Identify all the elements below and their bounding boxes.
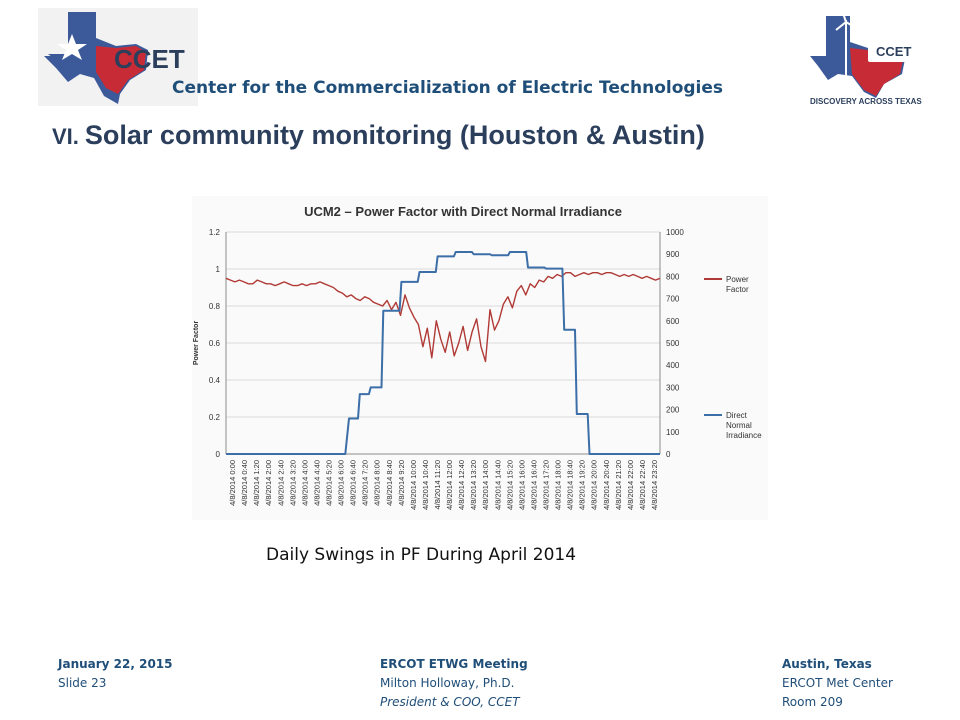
x-tick-label: 4/8/2014 1:20 <box>252 460 261 506</box>
x-tick-label: 4/8/2014 14:00 <box>481 460 490 510</box>
slide-title-number: VI. <box>52 124 79 149</box>
x-tick-label: 4/8/2014 23:20 <box>650 460 659 510</box>
x-tick-label: 4/8/2014 9:20 <box>397 460 406 506</box>
legend-power-factor-label: Power Factor <box>726 275 749 294</box>
x-tick-label: 4/8/2014 20:00 <box>590 460 599 510</box>
x-tick-label: 4/8/2014 21:20 <box>614 460 623 510</box>
footer-left: January 22, 2015 Slide 23 <box>58 655 173 693</box>
x-tick-label: 4/8/2014 16:00 <box>517 460 526 510</box>
footer-center: ERCOT ETWG Meeting Milton Holloway, Ph.D… <box>380 655 528 712</box>
chart-caption: Daily Swings in PF During April 2014 <box>266 545 577 565</box>
y-tick-label: 0 <box>216 450 221 459</box>
series-power-factor-line <box>225 271 661 363</box>
footer-right: Austin, Texas ERCOT Met Center Room 209 <box>782 655 893 712</box>
y2-tick-label: 600 <box>666 317 680 326</box>
series-irradiance-line <box>226 251 660 455</box>
x-tick-label: 4/8/2014 12:00 <box>445 460 454 510</box>
x-tick-label: 4/8/2014 8:40 <box>385 460 394 506</box>
footer-city: Austin, Texas <box>782 657 872 671</box>
x-tick-label: 4/8/2014 18:40 <box>566 460 575 510</box>
y2-tick-label: 400 <box>666 361 680 370</box>
logo-right-tagline: DISCOVERY ACROSS TEXAS <box>810 97 922 106</box>
y2-tick-label: 700 <box>666 295 680 304</box>
x-tick-label: 4/8/2014 17:20 <box>541 460 550 510</box>
x-tick-label: 4/8/2014 6:40 <box>349 460 358 506</box>
chart-frame: UCM2 – Power Factor with Direct Normal I… <box>192 196 768 520</box>
y2-tick-label: 0 <box>666 450 671 459</box>
footer-presenter: Milton Holloway, Ph.D. <box>380 676 515 690</box>
ccet-logo-right: CCET DISCOVERY ACROSS TEXAS <box>810 9 922 106</box>
y-tick-label: 0.6 <box>209 339 221 348</box>
footer-venue: ERCOT Met Center <box>782 676 893 690</box>
x-tick-label: 4/8/2014 2:00 <box>264 460 273 506</box>
x-tick-label: 4/8/2014 11:20 <box>433 460 442 510</box>
x-tick-label: 4/8/2014 4:40 <box>312 460 321 506</box>
x-tick-label: 4/8/2014 6:00 <box>337 460 346 506</box>
logo-left-text: CCET <box>114 44 185 74</box>
y-tick-label: 0.4 <box>209 376 221 385</box>
logo-right-text: CCET <box>876 44 911 59</box>
y2-tick-label: 800 <box>666 272 680 281</box>
x-tick-label: 4/8/2014 0:40 <box>240 460 249 506</box>
y-tick-label: 0.8 <box>209 302 221 311</box>
y-tick-label: 1.2 <box>209 228 221 237</box>
x-tick-label: 4/8/2014 5:20 <box>324 460 333 506</box>
y2-tick-label: 500 <box>666 339 680 348</box>
slide-title-text: Solar community monitoring (Houston & Au… <box>84 120 705 150</box>
x-tick-label: 4/8/2014 3:20 <box>288 460 297 506</box>
x-tick-label: 4/8/2014 8:00 <box>373 460 382 506</box>
org-name: Center for the Commercialization of Elec… <box>172 78 724 98</box>
x-tick-label: 4/8/2014 14:40 <box>493 460 502 510</box>
footer-role: President & COO, CCET <box>380 695 520 709</box>
x-tick-label: 4/8/2014 10:40 <box>421 460 430 510</box>
x-tick-label: 4/8/2014 22:00 <box>626 460 635 510</box>
footer-date: January 22, 2015 <box>58 657 173 671</box>
x-tick-label: 4/8/2014 13:20 <box>469 460 478 510</box>
y2-tick-label: 900 <box>666 250 680 259</box>
ccet-logo-left: CCET <box>38 8 198 106</box>
x-tick-label: 4/8/2014 22:40 <box>638 460 647 510</box>
x-tick-label: 4/8/2014 18:00 <box>554 460 563 510</box>
x-tick-label: 4/8/2014 10:00 <box>409 460 418 510</box>
star-icon <box>57 34 87 60</box>
x-tick-label: 4/8/2014 4:00 <box>300 460 309 506</box>
footer-room: Room 209 <box>782 695 843 709</box>
y-tick-label: 0.2 <box>209 413 221 422</box>
y2-tick-label: 100 <box>666 428 680 437</box>
slide-title: VI. Solar community monitoring (Houston &… <box>52 120 705 151</box>
x-tick-label: 4/8/2014 7:20 <box>361 460 370 506</box>
y2-tick-label: 300 <box>666 383 680 392</box>
y2-tick-label: 200 <box>666 406 680 415</box>
x-tick-label: 4/8/2014 16:40 <box>529 460 538 510</box>
x-tick-label: 4/8/2014 2:40 <box>276 460 285 506</box>
y-tick-label: 1 <box>216 265 221 274</box>
x-tick-label: 4/8/2014 19:20 <box>578 460 587 510</box>
legend-irradiance-label: Direct Normal Irradiance <box>726 411 762 440</box>
x-tick-label: 4/8/2014 0:00 <box>228 460 237 506</box>
footer-slide-number: Slide 23 <box>58 676 107 690</box>
y-axis-label: Power Factor <box>193 321 200 366</box>
x-tick-label: 4/8/2014 12:40 <box>457 460 466 510</box>
y2-tick-label: 1000 <box>666 228 684 237</box>
footer-meeting: ERCOT ETWG Meeting <box>380 657 528 671</box>
x-tick-label: 4/8/2014 20:40 <box>602 460 611 510</box>
power-factor-chart: UCM2 – Power Factor with Direct Normal I… <box>193 204 762 510</box>
chart-title: UCM2 – Power Factor with Direct Normal I… <box>304 204 622 219</box>
x-tick-label: 4/8/2014 15:20 <box>505 460 514 510</box>
